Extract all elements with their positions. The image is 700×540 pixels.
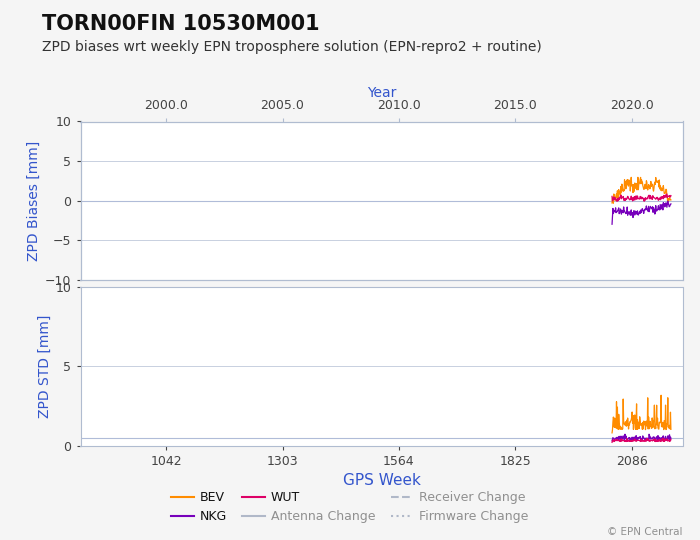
Legend: BEV, NKG, WUT, Antenna Change, Receiver Change, Firmware Change: BEV, NKG, WUT, Antenna Change, Receiver … [167,486,533,528]
X-axis label: GPS Week: GPS Week [342,473,421,488]
Y-axis label: ZPD STD [mm]: ZPD STD [mm] [37,315,51,418]
Text: © EPN Central: © EPN Central [607,527,682,537]
Text: ZPD biases wrt weekly EPN troposphere solution (EPN-repro2 + routine): ZPD biases wrt weekly EPN troposphere so… [42,40,542,55]
Text: TORN00FIN 10530M001: TORN00FIN 10530M001 [42,14,320,33]
Y-axis label: ZPD Biases [mm]: ZPD Biases [mm] [27,140,41,261]
X-axis label: Year: Year [367,86,396,100]
